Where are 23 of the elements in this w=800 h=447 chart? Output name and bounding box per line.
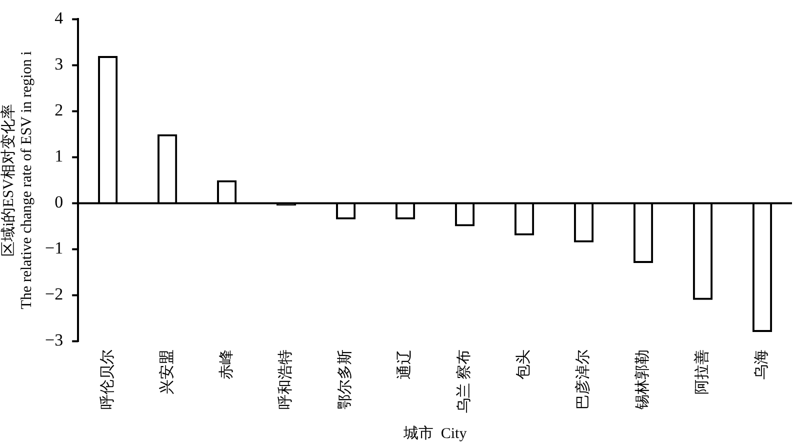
x-tick-label: 呼和浩特 bbox=[277, 349, 294, 410]
text: The relative change rate of ESV in region i bbox=[18, 51, 35, 310]
y-tick-label: 3 bbox=[54, 54, 64, 74]
y-tick-label: −3 bbox=[44, 330, 64, 350]
text: 区域i的ESV相对变化率 bbox=[0, 104, 17, 256]
y-tick-label: 0 bbox=[54, 192, 64, 212]
x-tick-label: 鄂尔多斯 bbox=[336, 349, 354, 410]
x-axis-title: 城市 City bbox=[402, 424, 468, 442]
x-tick-label: 巴彦淖尔 bbox=[574, 349, 592, 410]
x-tick-label: 包头 bbox=[515, 349, 532, 380]
x-tick-label: 乌兰 察布 bbox=[456, 349, 473, 413]
y-tick-label: 4 bbox=[54, 8, 64, 28]
y-tick-label: 2 bbox=[54, 100, 64, 120]
x-tick-label: 乌海 bbox=[753, 349, 770, 380]
y-tick-label: −1 bbox=[44, 238, 64, 258]
x-tick-label: 锡林郭勒 bbox=[634, 349, 652, 410]
x-tick-label: 兴安盟 bbox=[158, 349, 176, 394]
x-tick-label: 呼伦贝尔 bbox=[98, 349, 116, 410]
y-tick-label: 1 bbox=[54, 146, 64, 166]
x-tick-label: 阿拉善 bbox=[694, 349, 711, 394]
y-tick-label: −2 bbox=[44, 284, 64, 304]
x-tick-label: 通辽 bbox=[396, 349, 414, 380]
x-tick-label: 赤峰 bbox=[218, 349, 235, 380]
